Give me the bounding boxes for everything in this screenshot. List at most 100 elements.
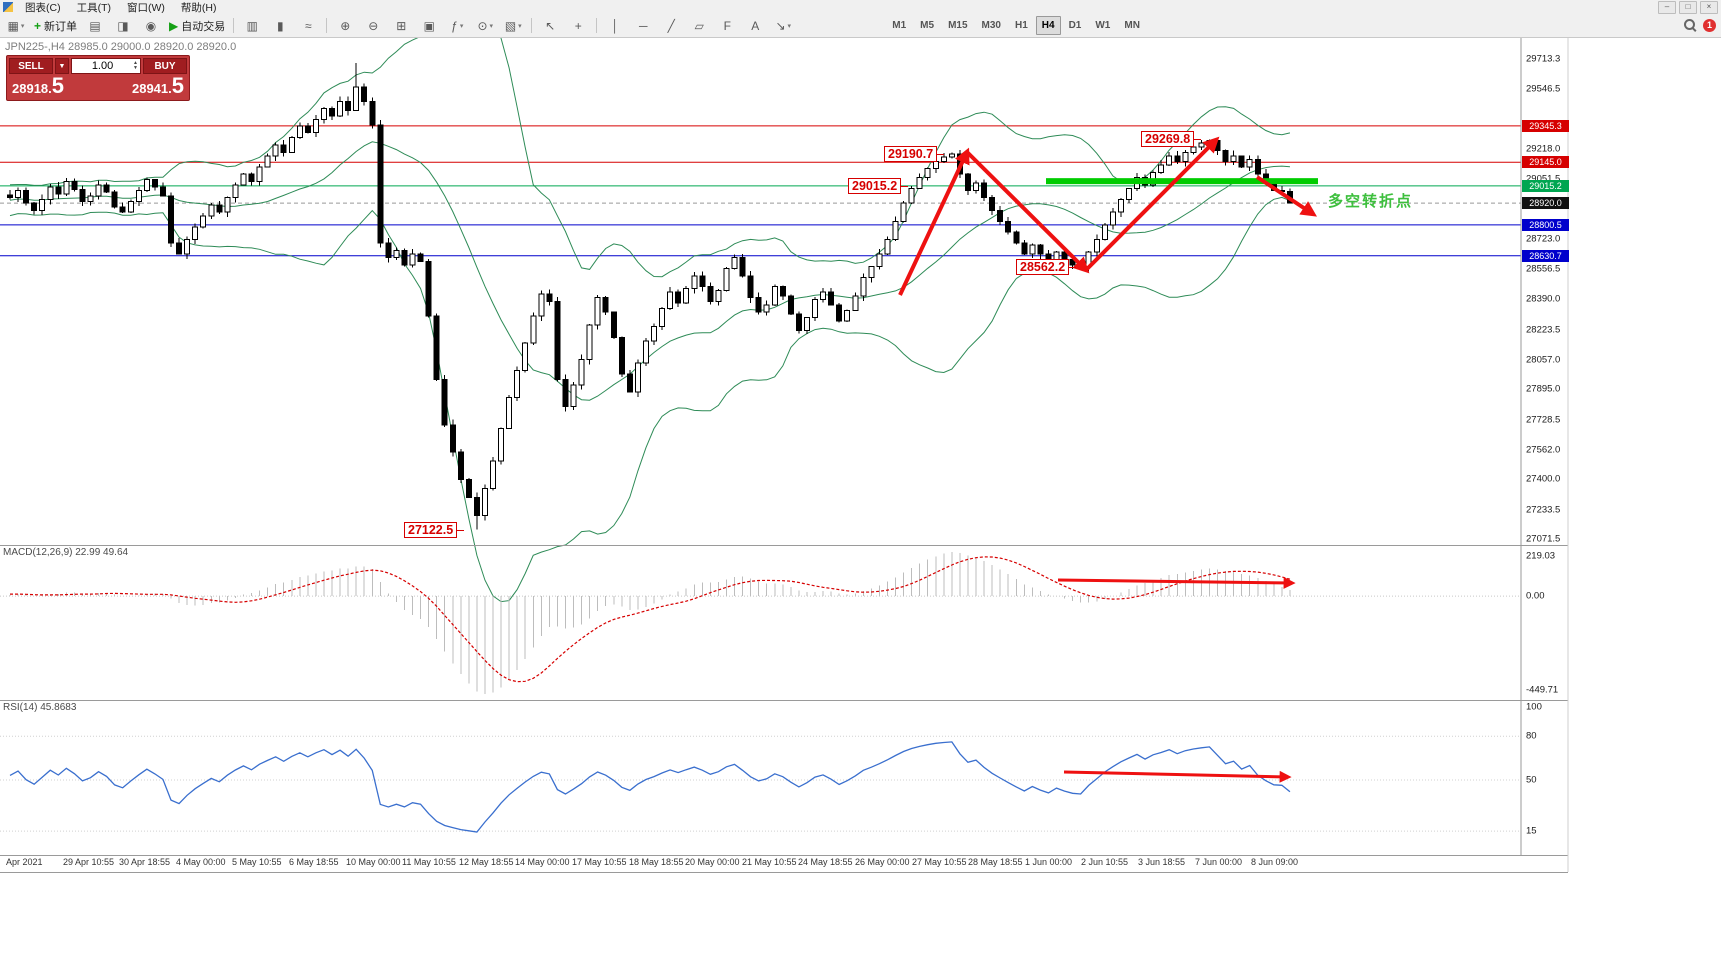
rsi-line bbox=[9, 741, 1291, 833]
time-axis-label: 28 May 18:55 bbox=[968, 857, 1023, 867]
time-axis-label: 29 Apr 10:55 bbox=[63, 857, 115, 867]
rsi-scale-label: 15 bbox=[1526, 825, 1537, 837]
candlestick-chart-button[interactable]: ▮ bbox=[267, 15, 293, 36]
timeframe-w1[interactable]: W1 bbox=[1095, 20, 1111, 31]
restore-button[interactable]: □ bbox=[1679, 1, 1697, 14]
chevron-down-icon: ▾ bbox=[518, 22, 522, 30]
arrow-tool-icon: ↘ bbox=[775, 18, 786, 33]
vertical-line-button[interactable]: │ bbox=[602, 15, 628, 36]
periods-button[interactable]: ⊙ ▾ bbox=[472, 15, 498, 36]
horizontal-line-button[interactable]: ─ bbox=[630, 15, 656, 36]
menu-help[interactable]: 帮助(H) bbox=[180, 2, 217, 14]
volume-field[interactable]: 1.00 ▲ ▼ bbox=[71, 58, 141, 74]
autotrading-button[interactable]: ▶ 自动交易 bbox=[166, 15, 228, 36]
current-price-badge: 28920.0 bbox=[1522, 197, 1569, 209]
text-button[interactable]: A bbox=[742, 15, 768, 36]
time-axis-label: 20 May 00:00 bbox=[685, 857, 740, 867]
new-order-icon: + bbox=[34, 18, 42, 33]
charts-icon: ▦ bbox=[7, 18, 19, 33]
volume-value[interactable]: 1.00 bbox=[91, 60, 114, 72]
fibonacci-button[interactable]: F bbox=[714, 15, 740, 36]
minimize-button[interactable]: – bbox=[1658, 1, 1676, 14]
sound-button[interactable]: ◉ bbox=[138, 15, 164, 36]
market-watch-button[interactable]: ▤ bbox=[82, 15, 108, 36]
data-window-button[interactable]: ◨ bbox=[110, 15, 136, 36]
time-axis-label: 26 May 00:00 bbox=[855, 857, 910, 867]
sell-button[interactable]: SELL bbox=[9, 58, 53, 74]
notification-badge[interactable]: 1 bbox=[1703, 18, 1716, 32]
menu-window[interactable]: 窗口(W) bbox=[127, 2, 165, 14]
horizontal-line-icon: ─ bbox=[638, 18, 648, 33]
price-level-badge: 29015.2 bbox=[1522, 180, 1569, 192]
zoom-out-button[interactable]: ⊖ bbox=[360, 15, 386, 36]
timeframe-m15[interactable]: M15 bbox=[948, 20, 968, 31]
cursor-button[interactable]: ↖ bbox=[537, 15, 563, 36]
crosshair-icon: + bbox=[574, 18, 582, 33]
time-axis-label: 2 Jun 10:55 bbox=[1081, 857, 1129, 867]
price-scale-label: 29051.5 bbox=[1526, 173, 1561, 185]
rsi-scale-label: 100 bbox=[1526, 701, 1542, 713]
one-click-trading-panel: SELL ▼ 1.00 ▲ ▼ BUY 28918.5 28941.5 bbox=[6, 55, 190, 101]
price-callout: 27122.5 bbox=[404, 522, 465, 538]
time-axis-label: 18 May 18:55 bbox=[629, 857, 684, 867]
trendline-button[interactable]: ╱ bbox=[658, 15, 684, 36]
bar-chart-button[interactable]: ▥ bbox=[239, 15, 265, 36]
autotrading-icon: ▶ bbox=[169, 18, 179, 33]
volume-spinner[interactable]: ▲ ▼ bbox=[133, 60, 138, 71]
timeframe-m5[interactable]: M5 bbox=[920, 20, 935, 31]
charts-button[interactable]: ▦ ▾ bbox=[3, 15, 29, 36]
timeframe-m30[interactable]: M30 bbox=[981, 20, 1001, 31]
indicators-button[interactable]: ƒ ▾ bbox=[444, 15, 470, 36]
line-chart-button[interactable]: ≈ bbox=[295, 15, 321, 36]
price-scale-label: 27562.0 bbox=[1526, 444, 1561, 456]
chevron-down-icon: ▾ bbox=[20, 22, 25, 30]
macd-signal-line bbox=[10, 556, 1291, 683]
menu-tools[interactable]: 工具(T) bbox=[76, 2, 111, 14]
templates-icon: ▧ bbox=[504, 18, 517, 33]
price-scale-label: 28723.0 bbox=[1526, 233, 1561, 245]
zoom-out-icon: ⊖ bbox=[368, 18, 379, 33]
price-scale-label: 29546.5 bbox=[1526, 83, 1561, 95]
sell-price[interactable]: 28918.5 bbox=[12, 73, 65, 98]
macd-histogram bbox=[9, 552, 1291, 694]
arrow-tool-button[interactable]: ↘ ▾ bbox=[770, 15, 796, 36]
timeframe-d1[interactable]: D1 bbox=[1068, 20, 1082, 31]
menu-charts[interactable]: 图表(C) bbox=[25, 2, 61, 14]
cursor-icon: ↖ bbox=[545, 18, 556, 33]
channel-button[interactable]: ▱ bbox=[686, 15, 712, 36]
indicators-icon: ƒ bbox=[451, 18, 458, 33]
macd-scale-zero: 0.00 bbox=[1526, 590, 1545, 602]
price-scale-label: 27895.0 bbox=[1526, 383, 1561, 395]
toolbar-separator bbox=[531, 18, 533, 33]
time-axis-label: 4 May 00:00 bbox=[176, 857, 226, 867]
rsi-scale-label: 80 bbox=[1526, 730, 1537, 742]
tile-windows-icon: ⊞ bbox=[396, 18, 407, 33]
templates-button[interactable]: ▧ ▾ bbox=[500, 15, 526, 36]
new-order-button[interactable]: + 新订单 bbox=[31, 15, 80, 36]
time-axis-label: 5 May 10:55 bbox=[232, 857, 282, 867]
toolbar-separator bbox=[326, 18, 328, 33]
timeframe-h1[interactable]: H1 bbox=[1014, 20, 1028, 31]
arrange-windows-button[interactable]: ▣ bbox=[416, 15, 442, 36]
crosshair-button[interactable]: + bbox=[565, 15, 591, 36]
macd-scale-min: -449.71 bbox=[1526, 684, 1559, 696]
timeframe-mn[interactable]: MN bbox=[1124, 20, 1140, 31]
search-icon[interactable] bbox=[1683, 18, 1697, 32]
zoom-in-button[interactable]: ⊕ bbox=[332, 15, 358, 36]
close-button[interactable]: × bbox=[1700, 1, 1718, 14]
zoom-in-icon: ⊕ bbox=[340, 18, 351, 33]
turning-point-annotation: 多空转折点 bbox=[1328, 193, 1414, 210]
timeframe-m1[interactable]: M1 bbox=[892, 20, 907, 31]
vertical-line-icon: │ bbox=[611, 18, 620, 33]
time-axis-label: 27 May 10:55 bbox=[912, 857, 967, 867]
price-callout: 29190.7 bbox=[884, 146, 945, 162]
order-options-button[interactable]: ▼ bbox=[55, 58, 69, 74]
buy-button[interactable]: BUY bbox=[143, 58, 187, 74]
periods-icon: ⊙ bbox=[477, 18, 488, 33]
tile-windows-button[interactable]: ⊞ bbox=[388, 15, 414, 36]
buy-price[interactable]: 28941.5 bbox=[131, 73, 184, 98]
timeframe-h4[interactable]: H4 bbox=[1035, 16, 1061, 35]
fibonacci-icon: F bbox=[723, 18, 731, 33]
